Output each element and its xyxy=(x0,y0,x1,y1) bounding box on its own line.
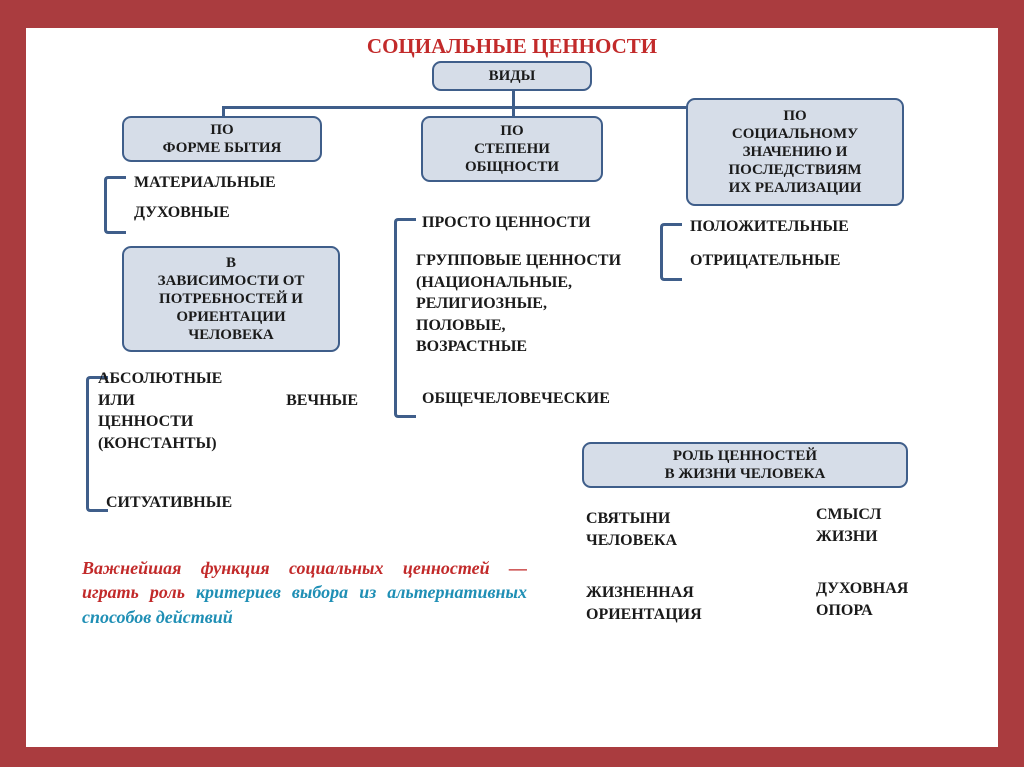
conn-branch2-down xyxy=(512,106,515,116)
text-situational: СИТУАТИВНЫЕ xyxy=(106,492,232,514)
node-generality: ПО СТЕПЕНИ ОБЩНОСТИ xyxy=(421,116,603,182)
text-universal: ОБЩЕЧЕЛОВЕЧЕСКИЕ xyxy=(422,388,610,410)
text-spiritsupport: ДУХОВНАЯ ОПОРА xyxy=(816,578,908,621)
node-social: ПО СОЦИАЛЬНОМУ ЗНАЧЕНИЮ И ПОСЛЕДСТВИЯМ И… xyxy=(686,98,904,206)
node-types: ВИДЫ xyxy=(432,61,592,91)
text-material: МАТЕРИАЛЬНЫЕ xyxy=(134,172,276,194)
bracket-form xyxy=(104,176,126,234)
text-positive: ПОЛОЖИТЕЛЬНЫЕ xyxy=(690,216,849,238)
bracket-social xyxy=(660,223,682,281)
text-meaning: СМЫСЛ ЖИЗНИ xyxy=(816,504,881,547)
text-shrines: СВЯТЫНИ ЧЕЛОВЕКА xyxy=(586,508,677,551)
diagram-canvas: СОЦИАЛЬНЫЕ ЦЕННОСТИ ВИДЫ ПО ФОРМЕ БЫТИЯ … xyxy=(26,28,998,747)
text-lifeorient: ЖИЗНЕННАЯ ОРИЕНТАЦИЯ xyxy=(586,582,702,625)
text-spiritual: ДУХОВНЫЕ xyxy=(134,202,230,224)
bracket-generality xyxy=(394,218,416,418)
text-absolute: АБСОЛЮТНЫЕ ИЛИ ВЕЧНЫЕ ЦЕННОСТИ (КОНСТАНТ… xyxy=(98,368,358,454)
node-needs: В ЗАВИСИМОСТИ ОТ ПОТРЕБНОСТЕЙ И ОРИЕНТАЦ… xyxy=(122,246,340,352)
footnote: Важнейшая функция социальных ценностей —… xyxy=(82,556,527,629)
conn-types-down xyxy=(512,91,515,106)
text-group: ГРУППОВЫЕ ЦЕННОСТИ (НАЦИОНАЛЬНЫЕ, РЕЛИГИ… xyxy=(416,250,621,358)
main-title: СОЦИАЛЬНЫЕ ЦЕННОСТИ xyxy=(26,34,998,59)
conn-branch1-down xyxy=(222,106,225,116)
footnote-part2: критериев выбора xyxy=(196,582,348,602)
text-simple: ПРОСТО ЦЕННОСТИ xyxy=(422,212,591,234)
text-negative: ОТРИЦАТЕЛЬНЫЕ xyxy=(690,250,840,272)
node-role: РОЛЬ ЦЕННОСТЕЙ В ЖИЗНИ ЧЕЛОВЕКА xyxy=(582,442,908,488)
node-form: ПО ФОРМЕ БЫТИЯ xyxy=(122,116,322,162)
slide-frame: СОЦИАЛЬНЫЕ ЦЕННОСТИ ВИДЫ ПО ФОРМЕ БЫТИЯ … xyxy=(0,0,1024,767)
